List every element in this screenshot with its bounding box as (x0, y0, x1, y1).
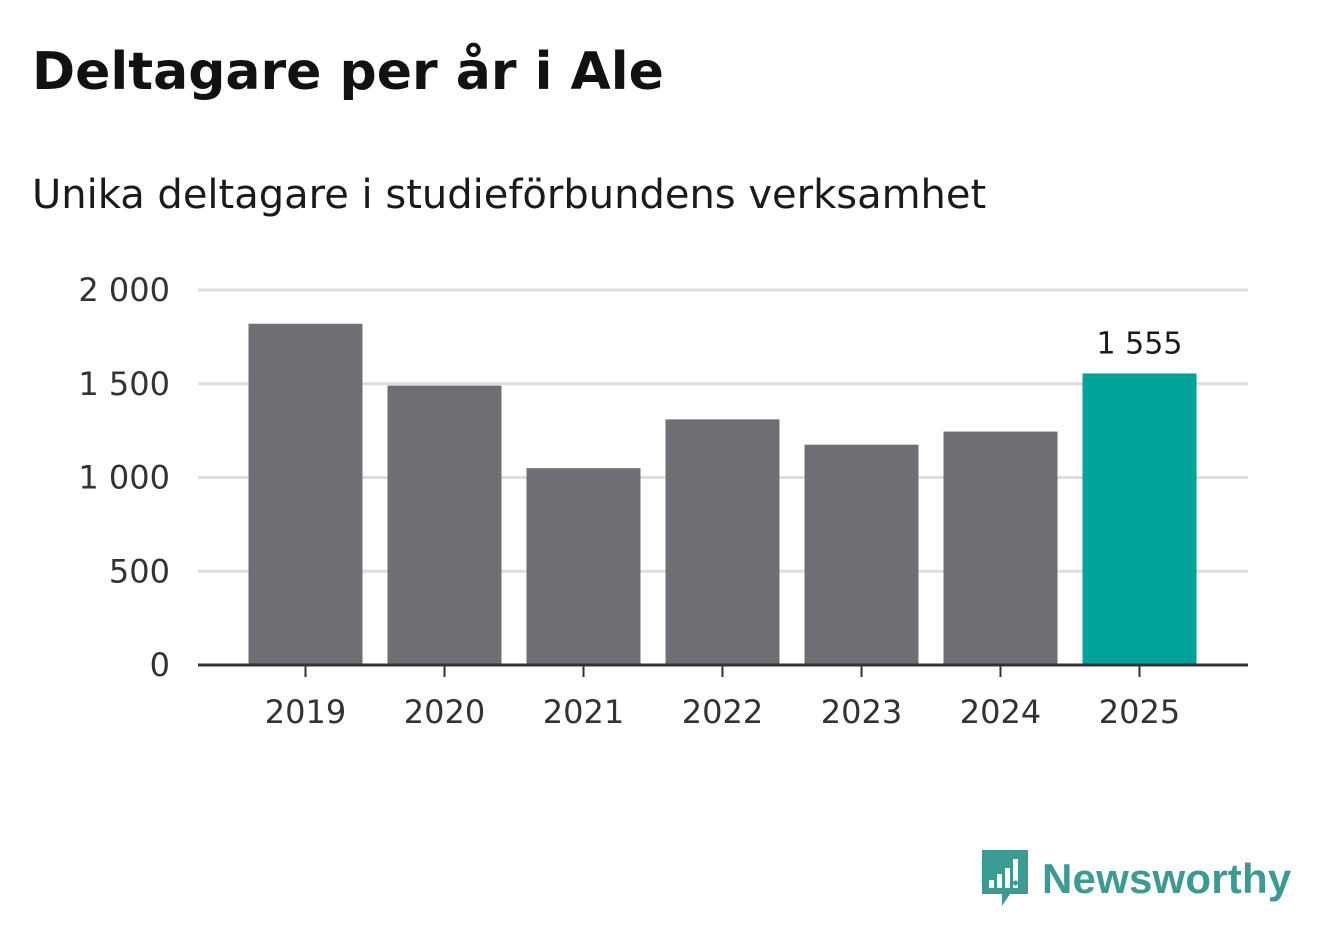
x-tick-label: 2022 (682, 693, 763, 731)
bars (248, 323, 1197, 665)
x-tick-label: 2023 (821, 693, 902, 731)
y-tick-label: 1 500 (78, 365, 170, 403)
x-axis (198, 663, 1248, 677)
bar-2023 (804, 444, 919, 665)
bar-2021 (526, 468, 641, 665)
newsworthy-logo: Newsworthy (980, 848, 1291, 910)
bar-2020 (387, 385, 502, 665)
x-tick-label: 2025 (1099, 693, 1180, 731)
x-tick-label: 2021 (543, 693, 624, 731)
x-tick-label: 2020 (404, 693, 485, 731)
newsworthy-logo-icon (982, 850, 1028, 906)
data-label: 1 555 (1097, 326, 1183, 361)
y-tick-label: 2 000 (78, 271, 170, 309)
bar-2025 (1082, 373, 1197, 665)
y-tick-label: 0 (150, 646, 170, 684)
bar-2019 (248, 323, 363, 665)
bar-2024 (943, 431, 1058, 665)
labels: 0 500 1 000 1 500 2 000 2019 2020 2021 2022 2023 2… (78, 271, 1182, 731)
chart-title: Deltagare per år i Ale (32, 42, 664, 102)
chart-subtitle: Unika deltagare i studieförbundens verks… (32, 172, 987, 218)
x-tick-label: 2019 (265, 693, 346, 731)
x-tick-label: 2024 (960, 693, 1041, 731)
y-tick-label: 1 000 (78, 459, 170, 497)
newsworthy-logo-text: Newsworthy (1042, 855, 1292, 902)
bar-2022 (665, 419, 780, 665)
y-tick-label: 500 (109, 552, 170, 590)
